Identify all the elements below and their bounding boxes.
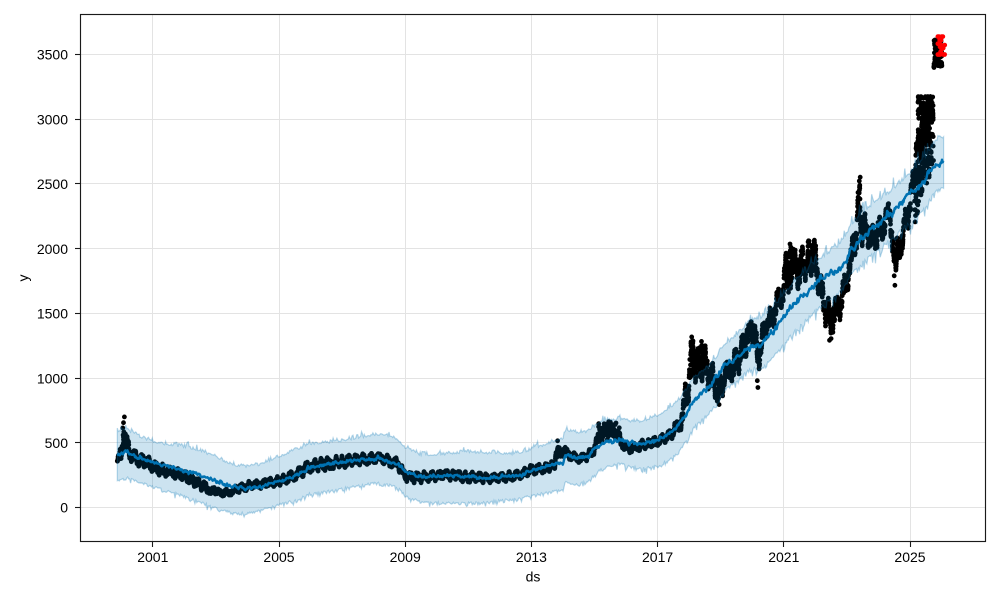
svg-text:3500: 3500 [37,47,68,63]
svg-text:500: 500 [45,435,69,451]
svg-text:2001: 2001 [137,549,168,565]
svg-text:2013: 2013 [516,549,547,565]
svg-text:y: y [15,275,31,282]
svg-text:2009: 2009 [390,549,421,565]
svg-text:2025: 2025 [894,549,925,565]
svg-text:2000: 2000 [37,241,68,257]
svg-text:ds: ds [526,569,541,585]
svg-text:2005: 2005 [263,549,294,565]
svg-text:2021: 2021 [768,549,799,565]
svg-text:1500: 1500 [37,306,68,322]
svg-text:2017: 2017 [642,549,673,565]
svg-text:0: 0 [60,500,68,516]
svg-text:2500: 2500 [37,176,68,192]
svg-text:3000: 3000 [37,111,68,127]
svg-text:1000: 1000 [37,370,68,386]
